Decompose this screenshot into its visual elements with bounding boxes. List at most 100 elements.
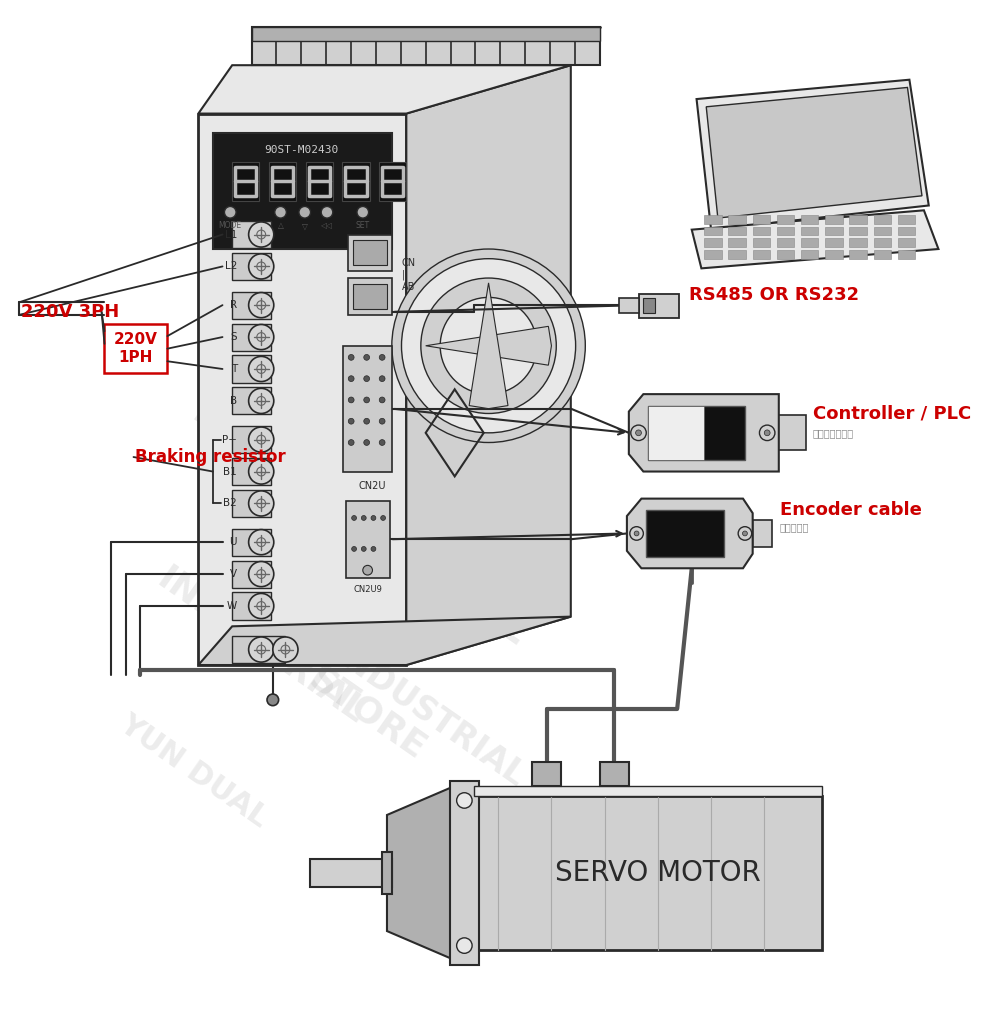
Polygon shape [627,498,753,569]
Circle shape [224,207,236,218]
Circle shape [249,459,274,484]
Polygon shape [426,327,551,365]
Circle shape [379,355,385,360]
Text: B1: B1 [223,466,237,477]
Bar [849,215,867,224]
Bar [343,345,392,472]
Text: ◁◁: ◁◁ [321,221,333,231]
Bar [753,226,770,236]
Circle shape [364,419,370,424]
Circle shape [738,526,752,540]
Circle shape [249,491,274,516]
Text: STORE: STORE [303,661,432,766]
Text: △: △ [278,221,283,231]
Circle shape [249,325,274,349]
Bar [779,416,806,450]
Bar [198,114,406,665]
Bar [777,226,794,236]
Circle shape [249,637,274,662]
Circle shape [379,375,385,382]
Circle shape [249,389,274,414]
Bar [104,325,167,373]
Polygon shape [387,786,455,961]
Text: 上位机信号电缆: 上位机信号电缆 [813,428,854,437]
Circle shape [392,249,585,443]
Text: SERVO MOTOR: SERVO MOTOR [555,859,761,887]
Circle shape [267,694,279,705]
Text: Encoder cable: Encoder cable [780,501,922,519]
Bar [474,795,822,950]
Bar [898,226,915,236]
Text: YUN DUAL STORE: YUN DUAL STORE [179,386,537,655]
Text: B: B [230,396,237,406]
Bar [232,221,271,248]
Text: T: T [231,364,237,374]
Circle shape [631,425,646,440]
Bar [704,250,722,258]
Text: Braking resistor: Braking resistor [135,448,286,466]
Circle shape [249,254,274,279]
Text: SET: SET [356,221,370,231]
Circle shape [364,375,370,382]
Bar [306,162,333,201]
Text: 编码器电缆: 编码器电缆 [780,522,809,533]
Bar [232,458,271,485]
Bar [639,294,679,317]
Bar [874,226,891,236]
Text: W: W [227,601,237,611]
Bar [310,859,392,886]
Polygon shape [406,65,571,665]
Circle shape [440,298,537,394]
Text: 90ST-M02430: 90ST-M02430 [265,146,339,155]
Bar [648,405,704,460]
Text: 220V
1PH: 220V 1PH [114,333,157,365]
Circle shape [249,357,274,382]
Bar [348,235,392,271]
Circle shape [361,516,366,520]
Circle shape [764,430,770,435]
Circle shape [759,425,775,440]
Bar [728,215,746,224]
Bar [898,250,915,258]
Bar [825,226,843,236]
Circle shape [275,207,286,218]
Bar [232,490,271,517]
Circle shape [352,516,357,520]
Text: INDUSTRIAL: INDUSTRIAL [151,561,372,730]
Circle shape [634,531,639,536]
Bar [801,239,818,247]
Bar [777,215,794,224]
Circle shape [364,439,370,446]
Bar [382,852,392,894]
Bar [825,215,843,224]
Circle shape [357,207,369,218]
Bar [728,226,746,236]
Text: CN2U: CN2U [359,481,386,491]
Bar [474,786,822,795]
Polygon shape [198,616,571,665]
Bar [232,426,271,453]
Circle shape [348,397,354,403]
Bar [450,781,479,965]
Text: V: V [230,569,237,579]
Bar [648,405,745,460]
Bar [232,162,259,201]
Bar [874,239,891,247]
Polygon shape [455,786,474,961]
Circle shape [352,547,357,551]
Bar [801,215,818,224]
Circle shape [457,938,472,953]
Bar [777,239,794,247]
Bar [728,250,746,258]
Circle shape [348,355,354,360]
Bar [825,250,843,258]
Bar [379,162,406,201]
Circle shape [379,439,385,446]
Circle shape [249,427,274,452]
Bar [252,27,600,65]
Bar [704,226,722,236]
Bar [753,520,772,547]
Text: L1: L1 [225,230,237,240]
Bar [342,162,370,201]
Circle shape [249,561,274,586]
